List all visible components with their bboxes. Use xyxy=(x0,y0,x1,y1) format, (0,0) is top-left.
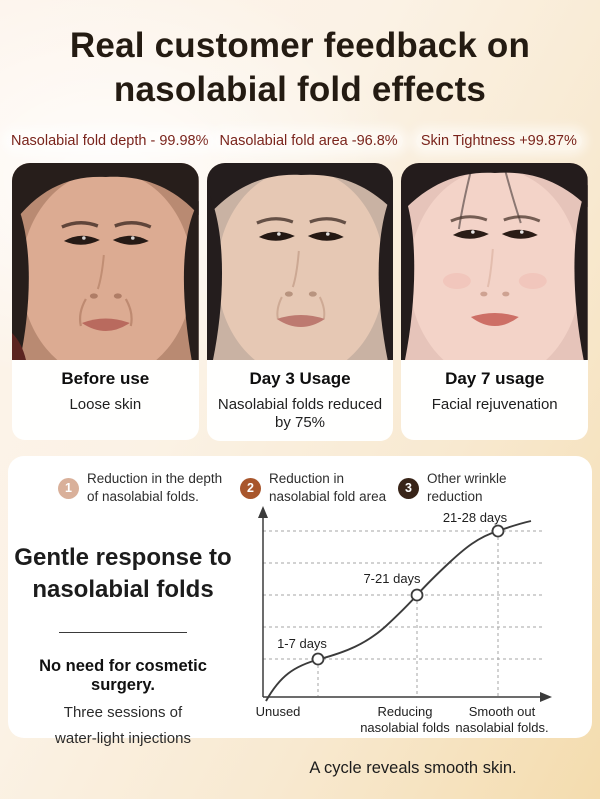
card-headline: Gentle response to nasolabial folds xyxy=(14,544,232,604)
legend-item-2: 2 Reduction in nasolabial fold area xyxy=(240,470,398,506)
divider-line xyxy=(59,631,187,633)
legend-row: 1 Reduction in the depth of nasolabial f… xyxy=(8,456,592,506)
legend-badge-2: 2 xyxy=(240,477,261,499)
legend-text-1: Reduction in the depth of nasolabial fol… xyxy=(87,471,223,505)
photo-col-day3: Day 3 Usage Nasolabial folds reduced by … xyxy=(206,162,394,441)
stat-tightness-label: Skin Tightness +99.87% xyxy=(415,131,582,150)
page-title-line2: nasolabial fold effects xyxy=(113,69,487,109)
caption-before-result: Loose skin xyxy=(69,395,142,413)
x-axis-arrow-icon xyxy=(540,692,552,702)
card-note-line2: water-light injections xyxy=(55,729,191,747)
progress-curve xyxy=(265,520,532,702)
card-left-block: Gentle response to nasolabial folds No n… xyxy=(8,542,238,747)
customer-photo-before xyxy=(12,162,199,360)
footer-caption: A cycle reveals smooth skin. xyxy=(309,759,517,777)
x-label-smooth-1: Smooth out xyxy=(469,704,536,719)
legend-item-1: 1 Reduction in the depth of nasolabial f… xyxy=(58,470,240,506)
photo-col-before: Before use Loose skin xyxy=(12,162,199,442)
stat-area-label: Nasolabial fold area -96.8% xyxy=(214,131,403,150)
before-after-photos: Before use Loose skin xyxy=(12,162,589,442)
legend-badge-1: 1 xyxy=(58,477,79,499)
progress-chart: 1-7 days 7-21 days 21-28 days Unused Red… xyxy=(256,506,552,735)
progress-card: 1 Reduction in the depth of nasolabial f… xyxy=(8,456,592,747)
caption-before: Before use Loose skin xyxy=(12,359,199,440)
customer-photo-day3 xyxy=(206,162,394,360)
point-label-3: 21-28 days xyxy=(443,510,508,525)
customer-photo-day7 xyxy=(401,162,589,360)
stat-depth: Nasolabial fold depth - 99.98% xyxy=(6,131,214,150)
stat-labels-row: Nasolabial fold depth - 99.98% Nasolabia… xyxy=(0,131,600,150)
caption-day7-result: Facial rejuvenation xyxy=(431,395,558,413)
face-illustration-3 xyxy=(401,162,589,360)
caption-day7: Day 7 usage Facial rejuvenation xyxy=(401,359,589,440)
stat-depth-label: Nasolabial fold depth - 99.98% xyxy=(6,131,214,150)
droplines xyxy=(317,531,499,696)
x-label-smooth-2: nasolabial folds. xyxy=(455,720,548,735)
page-title: Real customer feedback on nasolabial fol… xyxy=(0,0,600,112)
caption-day3: Day 3 Usage Nasolabial folds reduced by … xyxy=(206,359,394,441)
photo-col-day7: Day 7 usage Facial rejuvenation xyxy=(401,162,589,442)
axes xyxy=(262,516,540,698)
legend-item-3: 3 Other wrinkle reduction xyxy=(398,470,507,506)
caption-day3-stage: Day 3 Usage xyxy=(249,368,351,388)
legend-badge-3: 3 xyxy=(398,477,419,499)
stat-area: Nasolabial fold area -96.8% xyxy=(214,131,404,150)
caption-before-stage: Before use xyxy=(61,368,150,388)
card-note-line1: Three sessions of xyxy=(63,703,183,721)
stat-tightness: Skin Tightness +99.87% xyxy=(404,131,594,150)
x-label-unused: Unused xyxy=(256,704,301,719)
card-note-bold: No need for cosmetic surgery. xyxy=(39,656,207,694)
point-label-2: 7-21 days xyxy=(363,571,421,586)
caption-day3-result: Nasolabial folds reduced by 75% xyxy=(217,395,383,432)
point-21-28-days xyxy=(491,524,505,538)
point-7-21-days xyxy=(410,588,424,602)
x-label-reducing-1: Reducing xyxy=(378,704,433,719)
legend-text-3: Other wrinkle reduction xyxy=(427,471,507,505)
legend-text-2: Reduction in nasolabial fold area xyxy=(269,471,387,505)
gridlines xyxy=(263,530,542,660)
point-label-1: 1-7 days xyxy=(277,636,327,651)
page-title-line1: Real customer feedback on xyxy=(69,26,531,65)
y-axis-arrow-icon xyxy=(258,506,268,518)
face-illustration-2 xyxy=(206,162,394,360)
x-label-reducing-2: nasolabial folds xyxy=(360,720,450,735)
face-illustration-1 xyxy=(12,162,199,360)
caption-day7-stage: Day 7 usage xyxy=(445,368,545,388)
point-1-7-days xyxy=(311,652,325,666)
